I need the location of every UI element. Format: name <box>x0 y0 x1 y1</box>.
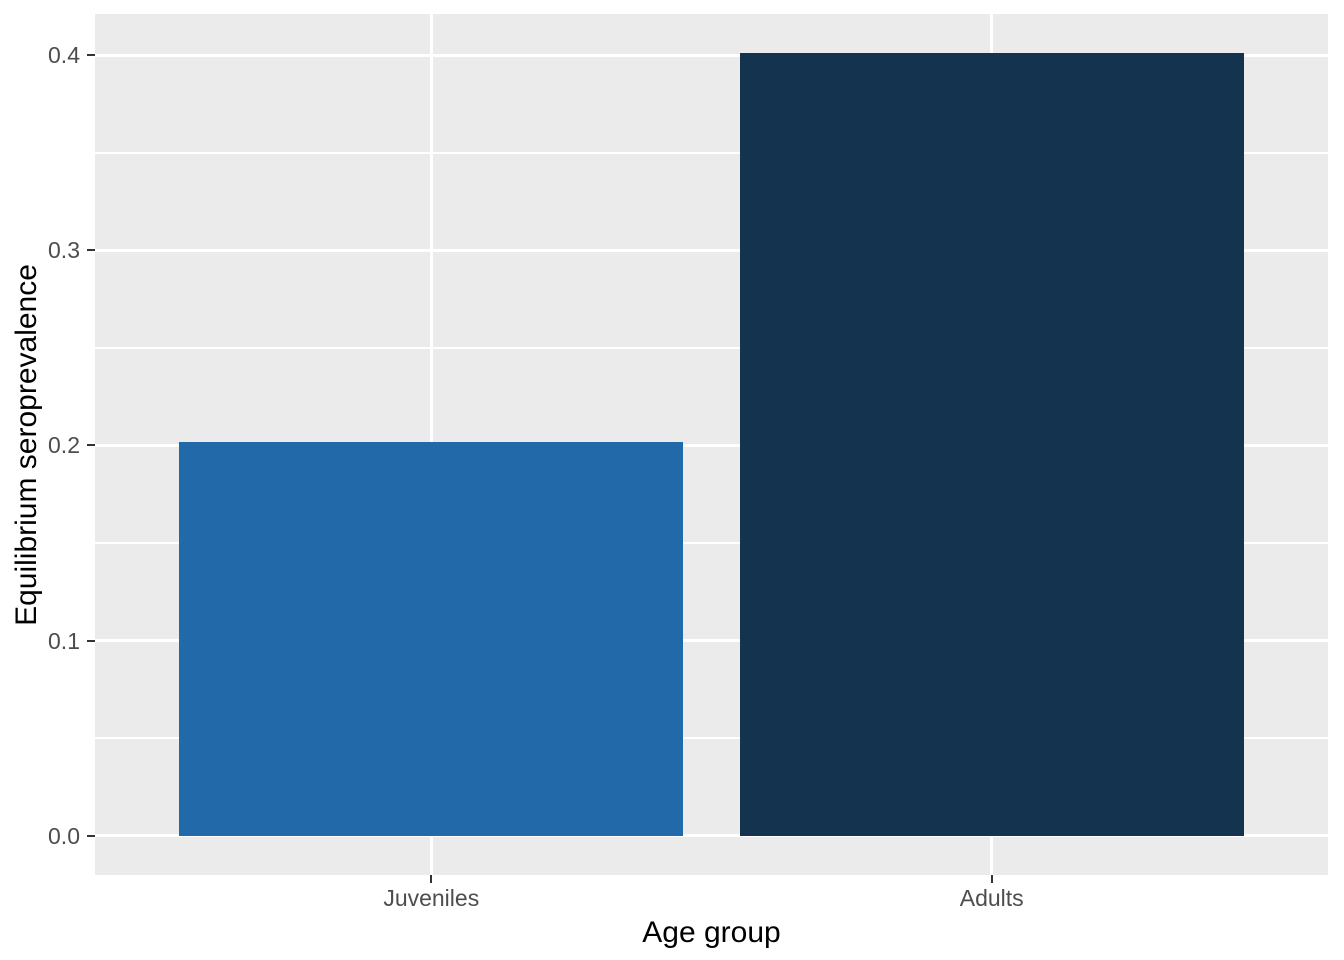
x-axis-title: Age group <box>642 916 781 949</box>
y-tick-mark <box>87 444 95 447</box>
gridline-major-h <box>95 248 1328 252</box>
x-tick-label-juveniles: Juveniles <box>383 885 480 911</box>
gridline-major-h <box>95 443 1328 447</box>
x-tick-label-adults: Adults <box>959 885 1024 911</box>
x-tick-mark <box>430 875 433 883</box>
y-tick-mark <box>87 834 95 837</box>
y-tick-label: 0.2 <box>48 432 80 459</box>
y-tick-mark <box>87 249 95 252</box>
gridline-minor-h <box>95 737 1328 740</box>
x-tick-mark <box>990 875 993 883</box>
y-tick-label: 0.4 <box>48 42 80 69</box>
gridline-minor-h <box>95 346 1328 349</box>
gridline-major-h <box>95 53 1328 57</box>
bar-juveniles <box>179 442 683 836</box>
gridline-major-h <box>95 834 1328 838</box>
y-tick-label: 0.0 <box>48 822 80 849</box>
gridline-major-h <box>95 639 1328 643</box>
bar-adults <box>740 53 1244 836</box>
plot-panel <box>95 14 1328 875</box>
y-tick-label: 0.3 <box>48 237 80 264</box>
y-tick-label: 0.1 <box>48 627 80 654</box>
gridline-minor-h <box>95 151 1328 154</box>
y-tick-mark <box>87 54 95 57</box>
y-tick-mark <box>87 639 95 642</box>
gridline-minor-h <box>95 542 1328 545</box>
